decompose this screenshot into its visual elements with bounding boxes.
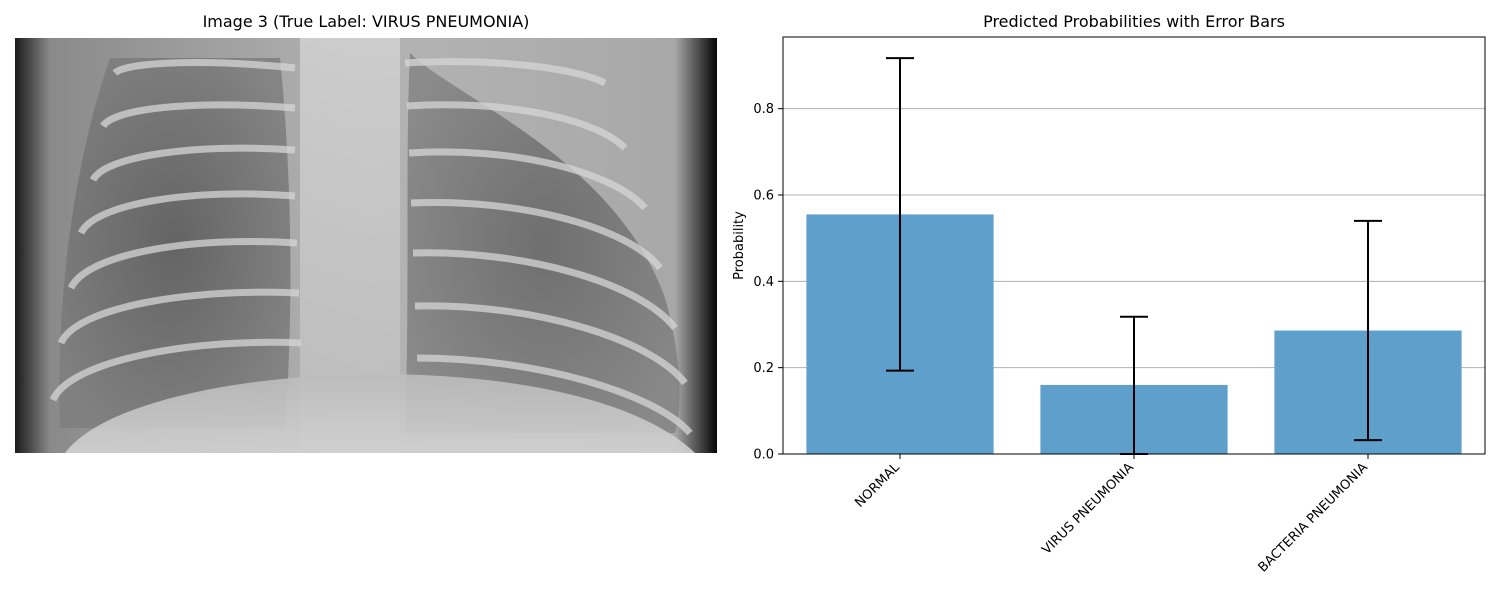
x-axis-ticks: NORMAL VIRUS PNEUMONIA BACTERIA PNEUMONIA: [852, 454, 1371, 575]
y-tick-label: 0.6: [753, 188, 774, 203]
y-tick-label: 0.4: [753, 275, 774, 290]
chart-title: Predicted Probabilities with Error Bars: [983, 12, 1285, 31]
y-tick-label: 0.8: [753, 102, 774, 117]
error-bars: [886, 57, 1382, 455]
x-tick-label: VIRUS PNEUMONIA: [1039, 460, 1137, 558]
image-title: Image 3 (True Label: VIRUS PNEUMONIA): [202, 12, 530, 31]
chest-xray-image: [15, 38, 717, 453]
x-tick-label: NORMAL: [852, 460, 903, 511]
y-axis-label: Probability: [732, 211, 747, 280]
y-tick-label: 0.2: [753, 361, 774, 376]
x-tick-label: BACTERIA PNEUMONIA: [1256, 460, 1371, 575]
y-tick-label: 0.0: [753, 448, 774, 463]
y-axis-ticks: 0.0 0.2 0.4 0.6 0.8: [753, 102, 783, 463]
